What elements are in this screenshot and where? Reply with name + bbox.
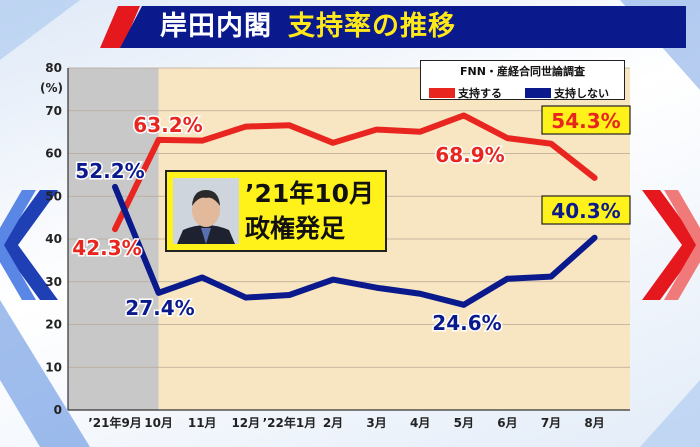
pm-portrait-image — [173, 178, 239, 244]
event-callout: ’21年10月 政権発足 — [165, 170, 387, 252]
approve-second-label: 63.2% — [133, 113, 202, 137]
chevron-left-icon — [0, 190, 58, 300]
approve-peak-label: 68.9% — [435, 143, 504, 167]
x-tick-label: 4月 — [410, 416, 430, 430]
x-tick-label: 12月 — [231, 416, 260, 430]
portrait-icon — [173, 178, 239, 244]
y-tick-label: 50 — [45, 189, 62, 203]
disapprove-second-label: 27.4% — [125, 296, 194, 320]
x-tick-label: ’21年9月 — [88, 415, 142, 430]
legend-item-approve: 支持する — [429, 82, 502, 100]
legend-label-disapprove: 支持しない — [554, 86, 609, 100]
approve-last-label: 54.3% — [551, 109, 620, 133]
disapprove-last-label: 40.3% — [551, 199, 620, 223]
approve-series-line — [112, 112, 598, 233]
y-axis-label: (%) — [40, 81, 63, 95]
title-part2: 支持率の推移 — [288, 11, 456, 42]
y-tick-label: 30 — [45, 275, 62, 289]
legend: FNN・産経合同世論調査 支持する 支持しない — [420, 60, 625, 100]
x-tick-label: ’22年1月 — [263, 415, 317, 430]
title-part1: 岸田内閣 — [160, 11, 272, 42]
event-description: 政権発足 — [245, 214, 346, 243]
x-tick-label: 3月 — [366, 416, 386, 430]
legend-source: FNN・産経合同世論調査 — [460, 65, 585, 78]
legend-item-disapprove: 支持しない — [525, 82, 609, 100]
disapprove-first-label: 52.2% — [75, 159, 144, 183]
y-tick-label: 40 — [45, 232, 62, 246]
y-tick-label: 60 — [45, 147, 62, 161]
x-tick-label: 10月 — [144, 416, 173, 430]
x-tick-label: 5月 — [454, 416, 474, 430]
x-tick-label: 8月 — [584, 416, 604, 430]
x-tick-label: 11月 — [188, 416, 217, 430]
page-title: 岸田内閣 支持率の推移 — [160, 8, 456, 46]
header-bar — [120, 6, 686, 48]
legend-swatch-approve — [429, 87, 455, 98]
y-tick-label: 10 — [45, 360, 62, 374]
event-text: ’21年10月 政権発足 — [245, 176, 385, 246]
disapprove-series-line — [112, 183, 598, 308]
y-tick-label: 80 — [45, 61, 62, 75]
y-tick-label: 0 — [54, 403, 62, 417]
approve-first-label: 42.3% — [72, 236, 141, 260]
x-tick-label: 6月 — [497, 416, 517, 430]
chevron-right-icon — [642, 190, 700, 300]
approve-last-label-box — [541, 105, 631, 135]
legend-label-approve: 支持する — [458, 86, 502, 100]
y-tick-label: 20 — [45, 318, 62, 332]
x-tick-label: 2月 — [323, 416, 343, 430]
x-tick-label: 7月 — [541, 416, 561, 430]
disapprove-last-label-box — [541, 195, 631, 225]
event-date: ’21年10月 — [245, 179, 375, 208]
disapprove-low-label: 24.6% — [432, 311, 501, 335]
legend-swatch-disapprove — [525, 87, 551, 98]
header: 岸田内閣 支持率の推移 — [0, 0, 700, 52]
y-tick-label: 70 — [45, 104, 62, 118]
